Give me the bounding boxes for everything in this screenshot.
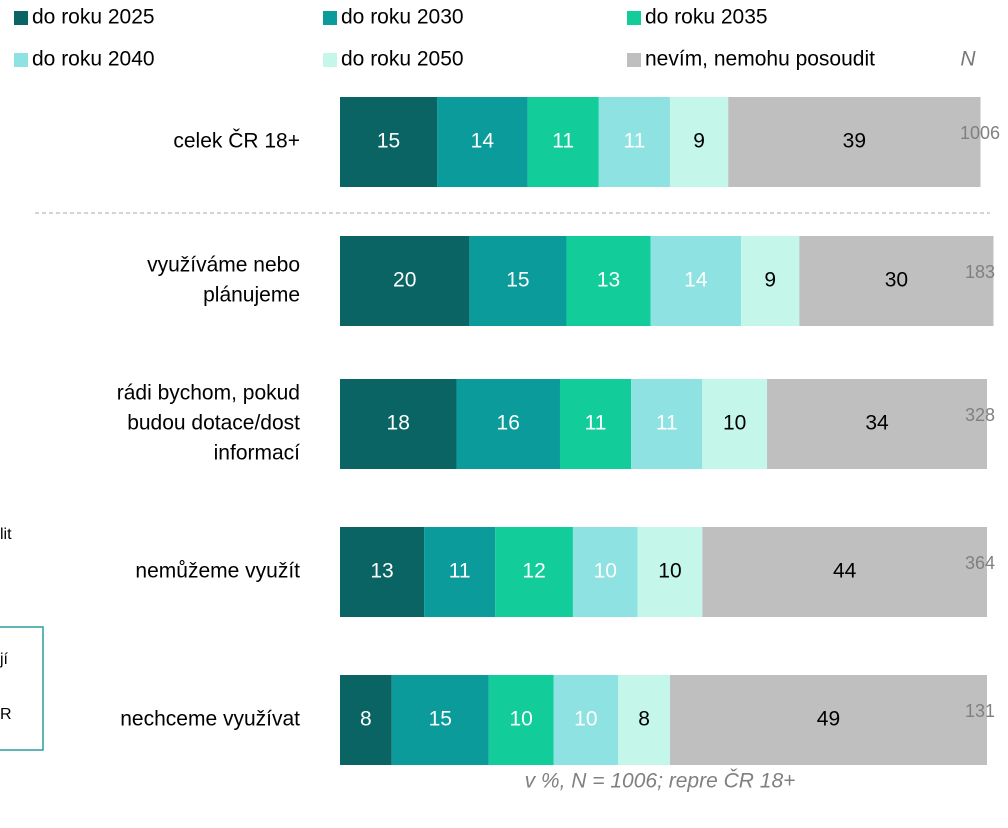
value-label: 14	[684, 269, 708, 292]
n-header: N	[960, 48, 976, 71]
value-label: 10	[658, 560, 681, 583]
category-label: budou dotace/dost	[127, 412, 300, 435]
category-label: celek ČR 18+	[173, 130, 300, 153]
value-label: 20	[393, 269, 416, 292]
legend-label: nevím, nemohu posoudit	[645, 48, 875, 71]
n-label: 364	[965, 553, 995, 573]
value-label: 10	[509, 708, 532, 731]
legend-label: do roku 2040	[32, 48, 155, 71]
value-label: 10	[594, 560, 617, 583]
bar-segment	[741, 236, 800, 326]
legend-swatch	[14, 11, 28, 25]
legend-swatch	[627, 11, 641, 25]
value-label: 11	[449, 560, 471, 583]
bar-segment	[799, 236, 994, 326]
bar-segment	[437, 97, 528, 187]
legend-label: do roku 2030	[341, 6, 464, 29]
bar-segment	[669, 97, 729, 187]
bar-segment	[618, 675, 670, 765]
category-label: využíváme nebo	[147, 254, 300, 277]
value-label: 13	[597, 269, 620, 292]
annotation: lit	[0, 526, 12, 543]
value-label: 39	[843, 130, 866, 153]
bar-segment	[340, 675, 392, 765]
category-label: plánujeme	[203, 284, 300, 307]
bar-segment	[424, 527, 496, 617]
bar-segment	[637, 527, 703, 617]
category-label: nechceme využívat	[120, 708, 300, 731]
legend-swatch	[14, 53, 28, 67]
value-label: 11	[623, 130, 645, 153]
value-label: 8	[360, 708, 372, 731]
value-label: 12	[522, 560, 545, 583]
bar-segment	[650, 236, 742, 326]
n-label: 131	[965, 701, 995, 721]
bar-segment	[553, 675, 619, 765]
bar-segment	[702, 527, 987, 617]
value-label: 9	[764, 269, 776, 292]
bar-segment	[340, 527, 425, 617]
value-label: 15	[377, 130, 400, 153]
value-label: 16	[497, 412, 520, 435]
value-label: 30	[885, 269, 908, 292]
n-label: 183	[965, 262, 995, 282]
value-label: 34	[865, 412, 889, 435]
value-label: 10	[723, 412, 746, 435]
value-label: 14	[471, 130, 495, 153]
value-label: 15	[429, 708, 452, 731]
bar-segment	[728, 97, 981, 187]
bar-segment	[527, 97, 599, 187]
legend-swatch	[627, 53, 641, 67]
value-label: 13	[370, 560, 393, 583]
bar-segment	[669, 675, 987, 765]
bar-segment	[340, 379, 457, 469]
bar-segment	[598, 97, 670, 187]
footnote: v %, N = 1006; repre ČR 18+	[525, 770, 796, 793]
category-label: rádi bychom, pokud	[117, 382, 300, 405]
value-label: 44	[833, 560, 857, 583]
cropped-box	[0, 626, 44, 751]
bar-segment	[340, 236, 470, 326]
bar-segment	[566, 236, 651, 326]
bar-segment	[469, 236, 567, 326]
n-label: 328	[965, 405, 995, 425]
category-label: informací	[214, 442, 301, 465]
bar-segment	[631, 379, 703, 469]
bar-segment	[340, 97, 438, 187]
bar-segment	[767, 379, 987, 469]
bar-segment	[702, 379, 768, 469]
legend-swatch	[323, 11, 337, 25]
value-label: 18	[387, 412, 410, 435]
value-label: 15	[506, 269, 529, 292]
bar-segment	[488, 675, 554, 765]
legend-label: do roku 2025	[32, 6, 155, 29]
legend-label: do roku 2035	[645, 6, 768, 29]
value-label: 11	[656, 412, 678, 435]
legend-label: do roku 2050	[341, 48, 464, 71]
bar-segment	[559, 379, 632, 469]
n-label: 1006	[960, 123, 1000, 143]
annotation: R	[0, 706, 12, 723]
value-label: 11	[585, 412, 607, 435]
annotation: jí	[0, 651, 9, 668]
bar-segment	[495, 527, 573, 617]
value-label: 8	[638, 708, 650, 731]
value-label: 9	[693, 130, 705, 153]
category-label: nemůžeme využít	[135, 560, 300, 583]
bar-segment	[391, 675, 489, 765]
value-label: 49	[817, 708, 840, 731]
bar-segment	[572, 527, 638, 617]
value-label: 10	[574, 708, 597, 731]
bar-segment	[456, 379, 560, 469]
value-label: 11	[552, 130, 574, 153]
legend-swatch	[323, 53, 337, 67]
